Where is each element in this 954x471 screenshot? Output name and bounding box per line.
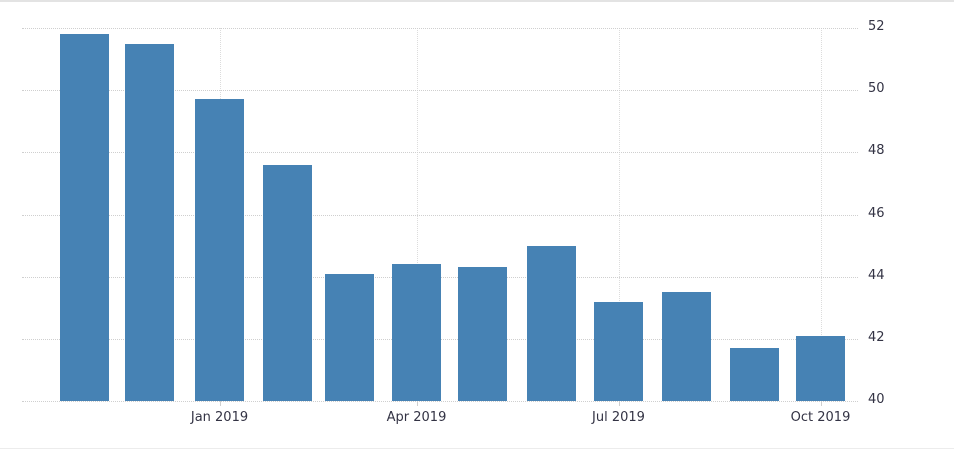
x-tick-label: Jul 2019 xyxy=(592,410,645,425)
h-gridline xyxy=(22,90,858,91)
y-tick-label: 40 xyxy=(868,392,885,407)
bar-mar-2019[interactable] xyxy=(325,273,374,401)
h-gridline xyxy=(22,401,858,402)
bar-feb-2019[interactable] xyxy=(263,164,312,401)
h-gridline xyxy=(22,215,858,216)
h-gridline xyxy=(22,152,858,153)
x-tick-mark xyxy=(820,401,822,406)
bar-jul-2019[interactable] xyxy=(594,301,643,401)
x-tick-label: Oct 2019 xyxy=(790,410,851,425)
y-tick-label: 42 xyxy=(868,330,885,345)
v-gridline xyxy=(820,28,822,401)
y-tick-label: 44 xyxy=(868,268,885,283)
top-border xyxy=(0,0,954,2)
bar-jun-2019[interactable] xyxy=(527,245,576,401)
x-tick-label: Apr 2019 xyxy=(386,410,447,425)
bar-aug-2019[interactable] xyxy=(662,292,711,401)
x-tick-mark xyxy=(219,401,221,406)
bar-nov-2018[interactable] xyxy=(60,34,109,401)
v-gridline xyxy=(618,28,620,401)
x-tick-mark xyxy=(618,401,620,406)
y-tick-label: 46 xyxy=(868,206,885,221)
bar-apr-2019[interactable] xyxy=(392,264,441,401)
bottom-border xyxy=(0,448,954,449)
bar-oct-2019[interactable] xyxy=(796,335,845,401)
y-tick-label: 52 xyxy=(868,19,885,34)
y-tick-label: 48 xyxy=(868,143,885,158)
x-tick-mark xyxy=(416,401,418,406)
x-tick-label: Jan 2019 xyxy=(190,410,249,425)
y-tick-label: 50 xyxy=(868,81,885,96)
bar-may-2019[interactable] xyxy=(458,267,507,401)
bar-jan-2019[interactable] xyxy=(195,99,244,401)
bar-dec-2018[interactable] xyxy=(125,43,174,401)
v-gridline xyxy=(416,28,418,401)
h-gridline xyxy=(22,28,858,29)
bar-sep-2019[interactable] xyxy=(730,348,779,401)
